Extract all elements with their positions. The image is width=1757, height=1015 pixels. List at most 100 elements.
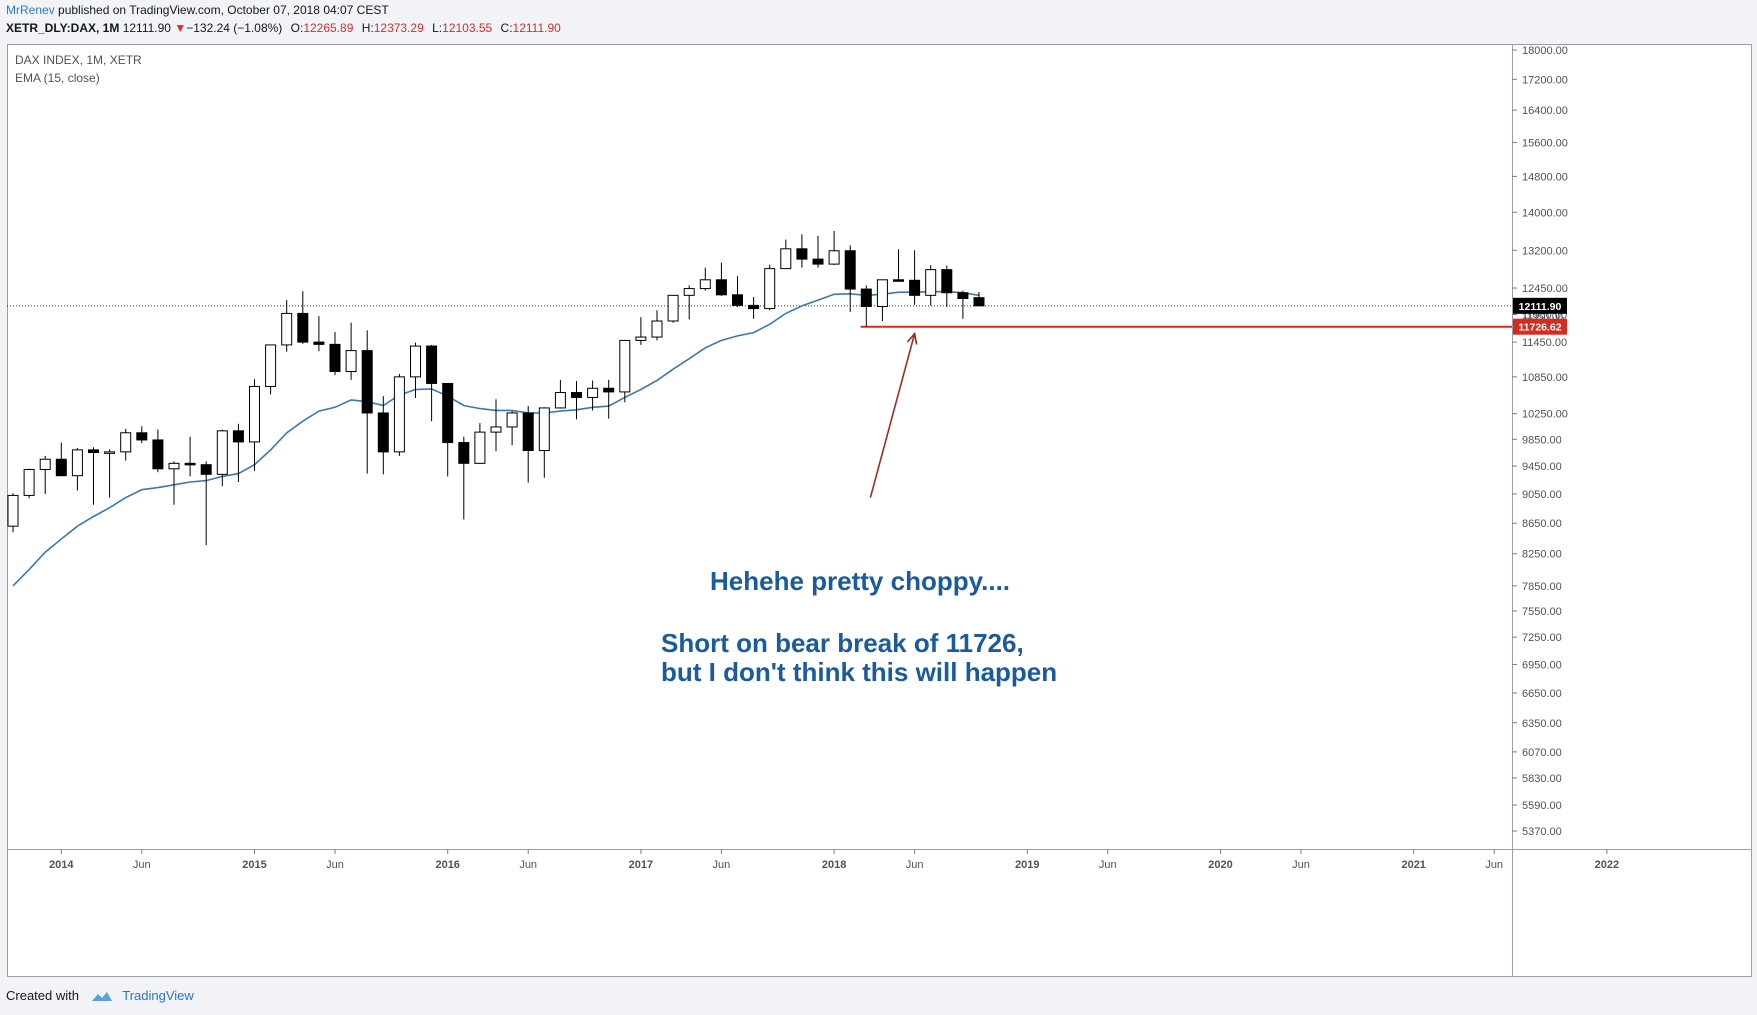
candle-body-down <box>893 279 904 282</box>
candle-body-up <box>249 385 260 443</box>
annotation-arrow <box>869 333 916 498</box>
candle-body-up <box>281 312 293 346</box>
author-link[interactable]: MrRenev <box>6 3 55 17</box>
candle-body-up <box>925 269 937 296</box>
candle-body-down <box>715 279 727 296</box>
candle <box>152 429 164 473</box>
y-tick-label: 9850.00 <box>1522 434 1562 446</box>
candle <box>168 461 180 505</box>
x-tick-label: Jun <box>519 859 537 871</box>
candle <box>941 265 953 307</box>
chart-frame[interactable] <box>7 44 1752 977</box>
y-tick-label: 7250.00 <box>1522 632 1562 644</box>
y-tick-label: 12450.00 <box>1522 283 1568 295</box>
candle-body-up <box>699 279 711 290</box>
candle <box>571 381 582 420</box>
price-chart[interactable]: 18000.00 17200.00 16400.00 15600.00 14800.00… <box>7 44 1752 977</box>
candle-body-up <box>393 376 405 453</box>
close-label: C: <box>500 21 513 35</box>
high-value: 12373.29 <box>373 21 424 35</box>
chart-title: DAX INDEX, 1M, XETR <box>15 53 142 67</box>
candle-body-down <box>426 345 438 384</box>
candle <box>393 373 405 456</box>
candle <box>490 399 502 452</box>
candle <box>538 407 550 478</box>
candle-body-up <box>474 431 486 464</box>
candle-body-up <box>780 248 792 270</box>
candle-body-down <box>377 412 389 453</box>
y-tick-label: 10250.00 <box>1522 409 1568 421</box>
publish-info: MrRenev published on TradingView.com, Oc… <box>6 3 389 17</box>
candle-body-down <box>860 288 872 307</box>
candle <box>635 317 647 345</box>
candle <box>297 291 309 344</box>
tradingview-logo-icon <box>91 992 112 1002</box>
x-tick-label: Jun <box>713 859 731 871</box>
candle <box>764 264 776 311</box>
candle-body-up <box>683 288 695 296</box>
candle <box>39 455 51 494</box>
y-tick-label: 7550.00 <box>1522 606 1562 618</box>
candle-body-up <box>345 350 357 373</box>
candle-body-up <box>554 392 566 409</box>
y-tick-label: 17200.00 <box>1522 74 1568 86</box>
x-tick-label: 2017 <box>629 859 653 871</box>
candle <box>554 379 566 409</box>
candle-body-down <box>941 269 953 294</box>
y-tick-label: 16400.00 <box>1522 105 1568 117</box>
x-tick-label: Jun <box>1099 859 1117 871</box>
candle-body-down <box>748 304 760 310</box>
y-tick-label: 9050.00 <box>1522 489 1562 501</box>
y-tick-label: 15600.00 <box>1522 137 1568 149</box>
candle-body-down <box>796 248 808 260</box>
y-tick-label: 13200.00 <box>1522 245 1568 257</box>
y-tick-label: 8250.00 <box>1522 549 1562 561</box>
ema-indicator-label[interactable]: EMA (15, close) <box>15 71 100 85</box>
candle <box>876 279 888 322</box>
x-tick-label: 2020 <box>1208 859 1232 871</box>
candle <box>812 235 824 268</box>
candle-body-up <box>764 268 776 310</box>
support-price-label: 11726.62 <box>1518 322 1561 334</box>
candle-body-down <box>909 279 921 296</box>
candle-body-up <box>168 462 180 470</box>
annotation-arrow-head <box>906 331 918 345</box>
candle-body-down <box>957 292 969 299</box>
annotation-line-short: Short on bear break of 11726, <box>661 628 1024 658</box>
y-tick-label: 7850.00 <box>1522 581 1562 593</box>
x-tick-label: Jun <box>1292 859 1310 871</box>
candle <box>200 461 212 546</box>
symbol-name: XETR_DLY:DAX, 1M <box>6 21 120 35</box>
candle <box>909 250 921 305</box>
candle-body-down <box>442 382 454 444</box>
last-price: 12111.90 <box>122 21 171 35</box>
candle-body-up <box>120 432 132 453</box>
candle <box>699 267 711 291</box>
x-tick-label: 2014 <box>49 859 74 871</box>
candle <box>265 344 277 395</box>
x-tick-label: 2019 <box>1015 859 1039 871</box>
x-tick-label: Jun <box>133 859 151 871</box>
candle <box>249 379 260 471</box>
candle-body-down <box>297 312 309 343</box>
annotation-line-doubt: but I don't think this will happen <box>661 657 1058 687</box>
low-label: L: <box>432 21 443 35</box>
candle <box>377 396 389 475</box>
candle-body-down <box>844 250 856 290</box>
candle-body-up <box>216 430 228 475</box>
footer: Created with TradingView <box>6 988 194 1003</box>
y-tick-label: 14000.00 <box>1522 207 1568 219</box>
candle-body-down <box>732 294 743 306</box>
candle <box>506 411 518 446</box>
candle-body-up <box>876 279 888 307</box>
candle <box>522 406 534 483</box>
candle <box>796 234 808 268</box>
open-value: 12265.89 <box>303 21 354 35</box>
candle-body-down <box>522 412 534 452</box>
tradingview-link[interactable]: TradingView <box>122 988 194 1003</box>
candle-body-up <box>538 407 550 452</box>
open-label: O: <box>290 21 304 35</box>
candle <box>619 339 631 403</box>
x-tick-label: Jun <box>326 859 344 871</box>
candle-body-up <box>619 339 631 393</box>
